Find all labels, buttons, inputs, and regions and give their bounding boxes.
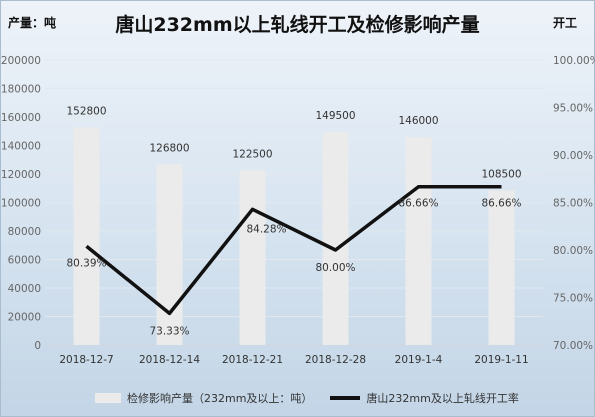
y-left-tick-label: 80000 <box>8 226 41 238</box>
y-right-tick-label: 80.00% <box>553 245 593 257</box>
bar <box>322 131 349 345</box>
y-left-tick-label: 160000 <box>1 112 41 124</box>
right-axis-unit: 开工 <box>553 16 578 30</box>
y-left-tick-label: 200000 <box>1 55 41 67</box>
bar <box>156 164 183 345</box>
y-right-tick-label: 75.00% <box>553 293 593 305</box>
x-tick-label: 2019-1-11 <box>474 354 528 366</box>
y-right-tick-label: 90.00% <box>553 150 593 162</box>
line-value-label: 80.39% <box>66 257 106 269</box>
bar-value-label: 146000 <box>398 115 438 127</box>
bar <box>239 170 266 345</box>
bar-series <box>73 127 515 345</box>
x-tick-label: 2019-1-4 <box>395 354 443 366</box>
legend-item-bars: 检修影响产量（232mm及以上：吨） <box>95 390 312 406</box>
x-tick-label: 2018-12-7 <box>59 354 113 366</box>
y-left-tick-label: 0 <box>34 340 41 352</box>
legend-line-label: 唐山232mm及以上轧线开工率 <box>366 392 519 405</box>
y-right-tick-label: 100.00% <box>553 55 595 67</box>
bar-value-label: 149500 <box>315 110 355 122</box>
y-left-tick-label: 140000 <box>1 141 41 153</box>
line-value-label: 86.66% <box>481 198 521 210</box>
y-left-tick-label: 100000 <box>1 198 41 210</box>
legend-line-swatch <box>330 396 361 400</box>
line-value-label: 84.28% <box>246 223 286 235</box>
grid-lines <box>45 59 543 346</box>
legend: 检修影响产量（232mm及以上：吨） 唐山232mm及以上轧线开工率 <box>95 388 537 408</box>
bar-value-label: 152800 <box>66 105 106 117</box>
line-value-label: 80.00% <box>315 262 355 274</box>
x-tick-label: 2018-12-14 <box>139 354 200 366</box>
legend-bar-swatch <box>95 393 121 403</box>
line-value-label: 73.33% <box>149 325 189 337</box>
line-series <box>85 184 502 316</box>
bar <box>405 136 432 345</box>
y-left-tick-label: 40000 <box>8 283 41 295</box>
data-labels: 152800 126800 122500 149500 146000 108500 80.3… <box>66 105 521 337</box>
axis-ticks: 0 20000 40000 60000 80000 100000 120000 140000 1… <box>1 55 595 366</box>
y-left-tick-label: 20000 <box>8 312 41 324</box>
y-left-tick-label: 120000 <box>1 169 41 181</box>
bar-value-label: 108500 <box>481 168 521 180</box>
bar-value-label: 126800 <box>149 142 189 154</box>
bar-value-label: 122500 <box>232 148 272 160</box>
x-tick-label: 2018-12-21 <box>222 354 283 366</box>
left-axis-unit: 产量：吨 <box>8 16 57 30</box>
bar <box>73 127 100 345</box>
x-tick-label: 2018-12-28 <box>305 354 366 366</box>
line-series-path <box>85 184 502 316</box>
y-right-tick-label: 85.00% <box>553 198 593 210</box>
bar <box>488 190 515 345</box>
y-right-tick-label: 95.00% <box>553 103 593 115</box>
legend-item-line: 唐山232mm及以上轧线开工率 <box>330 390 519 406</box>
chart-title: 唐山232mm以上轧线开工及检修影响产量 <box>115 14 480 36</box>
line-value-label: 86.66% <box>398 198 438 210</box>
y-left-tick-label: 60000 <box>8 255 41 267</box>
y-right-tick-label: 70.00% <box>553 340 593 352</box>
y-left-tick-label: 180000 <box>1 84 41 96</box>
legend-bar-label: 检修影响产量（232mm及以上：吨） <box>127 392 313 405</box>
